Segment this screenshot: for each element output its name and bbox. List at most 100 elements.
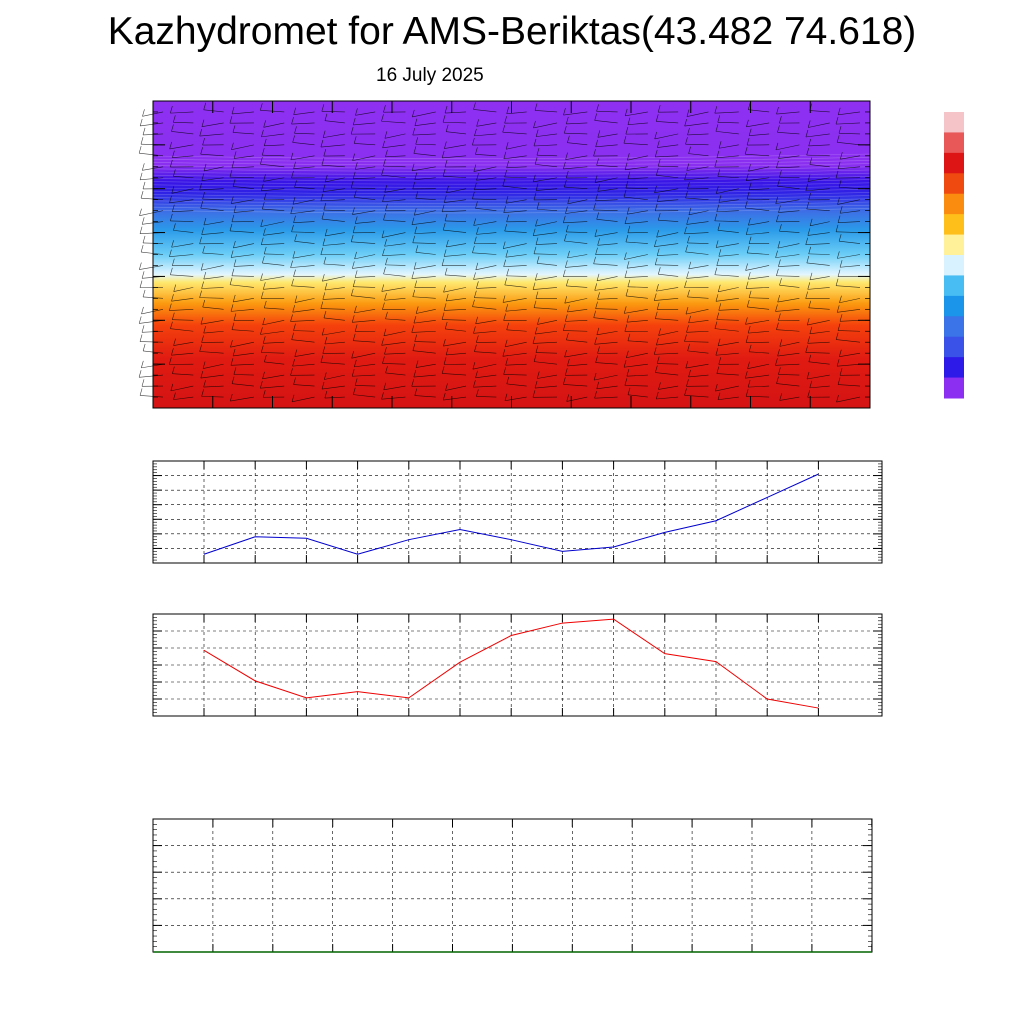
wind-barb-feather [201,335,204,343]
wind-barb-feather [263,138,267,146]
wind-barb-feather [532,390,536,398]
wind-barb-feather [839,260,843,268]
wind-barb-feather [596,327,600,335]
wind-barb-feather [229,169,233,178]
wind-barb-feather [837,161,841,169]
wind-barb-feather [384,347,387,355]
wind-barb [746,287,770,289]
wind-barb-feather [623,189,627,198]
wind-barb [173,287,194,292]
wind-barb [322,188,345,192]
wind-barb-feather [352,261,355,269]
wind-barb [685,309,709,315]
wind-barb [476,396,497,398]
wind-barb-feather [142,109,145,117]
wind-barb [688,374,709,378]
wind-barb [777,352,800,357]
wind-barb [321,385,345,390]
wind-barb-feather [626,207,630,215]
wind-barb-feather [385,365,388,373]
wind-barb-feather [836,305,840,313]
wind-barb-feather [717,169,721,177]
wind-barb-feather [415,191,419,199]
wind-barb [414,122,436,126]
colorbar-swatch [944,112,964,133]
wind-barb-feather [414,388,418,396]
wind-barb-feather [230,196,234,204]
wind-barb [171,243,194,248]
wind-barb-feather [653,347,657,355]
wind-barb [231,111,254,115]
wind-barb-feather [381,230,385,238]
wind-barb [290,210,315,215]
heatmap-warm-core [365,333,865,408]
wind-barb [840,265,861,268]
wind-barb [626,319,648,323]
wind-barb-feather [141,379,145,387]
wind-barb-feather [415,360,419,368]
wind-barb-feather [565,224,569,233]
wind-barb [594,120,618,124]
wind-barb-feather [835,278,839,286]
wind-barb-feather [413,262,417,270]
wind-barb-feather [263,228,266,236]
wind-barb-feather [385,149,388,157]
wind-barb-feather [685,360,689,369]
wind-barb-feather [381,338,384,346]
wind-barb [321,110,345,113]
wind-barb [624,363,648,368]
wind-barb-feather [442,222,446,231]
wind-barb [473,385,497,388]
wind-barb-feather [442,392,446,401]
wind-barb-feather [169,249,172,257]
wind-barb [838,221,861,224]
wind-barb-feather [324,228,328,237]
wind-barb [323,209,345,211]
wind-barb-feather [626,261,630,269]
wind-barb [685,251,709,255]
wind-barb-feather [809,380,813,388]
wind-barb-feather [320,193,324,201]
wind-barb [656,287,679,292]
wind-barb [567,363,588,367]
wind-barb [747,363,770,370]
wind-barb-feather [472,138,475,146]
wind-barb-feather [594,391,597,399]
wind-barb [292,309,315,313]
wind-barb [656,396,679,400]
wind-barb-feather [200,201,204,209]
wind-barb-feather [444,321,448,330]
wind-barb-feather [624,378,628,386]
wind-barb-feather [627,333,631,341]
wind-barb-feather [717,115,721,123]
wind-barb-feather [714,159,718,168]
wind-barb-feather [443,249,447,257]
wind-barb-feather [779,170,782,178]
wind-barb [353,122,376,126]
wind-barb-feather [355,108,358,116]
wind-barb-feather [502,125,505,133]
wind-barb-feather [562,323,566,331]
wind-barb-feather [775,196,779,204]
wind-barb-feather [596,381,600,389]
wind-barb-feather [294,349,298,357]
wind-barb-feather [716,366,720,374]
wind-barb [625,111,648,117]
wind-barb [385,264,406,266]
wind-barb-feather [532,228,536,236]
wind-barb [596,165,618,168]
wind-barb-feather [320,355,324,363]
wind-barb [747,198,770,200]
wind-barb-feather [291,170,294,179]
wind-barb [381,174,406,179]
wind-barb-feather [203,163,207,172]
wind-barb-feather [414,172,418,180]
wind-barb-feather [688,207,692,215]
wind-barb [383,165,406,168]
wind-barb-feather [262,255,265,264]
wind-barb-feather [684,334,687,342]
wind-barb [385,318,406,321]
wind-barb [745,374,770,379]
wind-barb [413,153,436,157]
wind-barb-feather [626,315,630,323]
